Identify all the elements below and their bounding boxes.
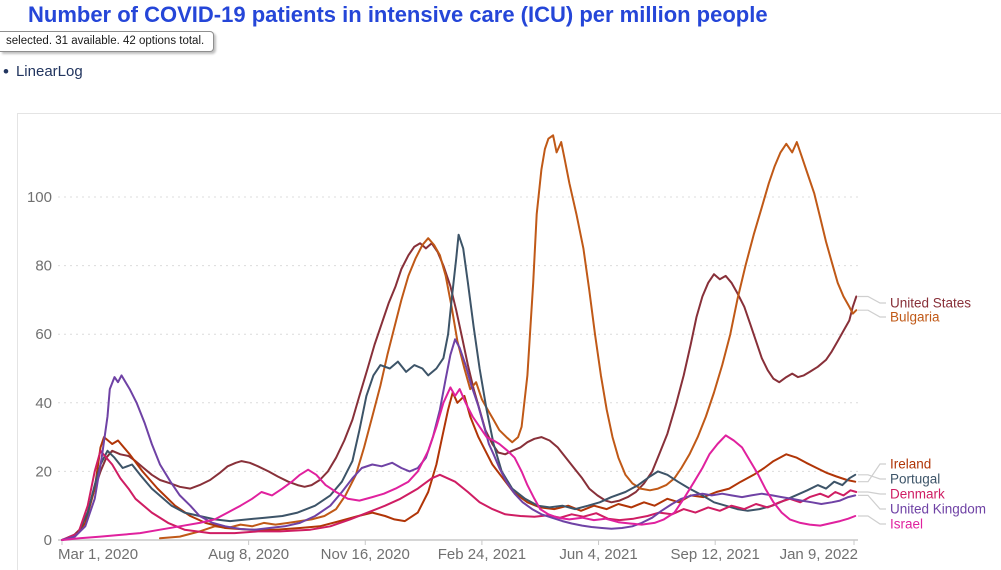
scale-log-link[interactable]: Log	[57, 63, 83, 80]
legend-label-denmark[interactable]: Denmark	[890, 487, 945, 502]
x-tick-label-5: Sep 12, 2021	[671, 546, 760, 563]
x-tick-label-4: Jun 4, 2021	[559, 546, 637, 563]
x-tick-label-6: Jan 9, 2022	[780, 546, 858, 563]
y-tick-label-100: 100	[27, 189, 52, 206]
legend-label-united-kingdom[interactable]: United Kingdom	[890, 502, 986, 517]
series-line-bulgaria[interactable]	[159, 134, 858, 540]
legend-label-ireland[interactable]: Ireland	[890, 457, 931, 472]
series-line-united-kingdom[interactable]	[61, 338, 857, 541]
legend-label-united-states[interactable]: United States	[890, 296, 971, 311]
axis-scale-selector: • Linear Log	[3, 63, 83, 80]
y-tick-label-40: 40	[35, 395, 52, 412]
y-tick-label-0: 0	[44, 532, 52, 549]
scale-linear-link[interactable]: Linear	[15, 63, 58, 80]
legend-connector-united-states	[858, 295, 886, 304]
options-count-tooltip: selected. 31 available. 42 options total…	[0, 31, 215, 52]
x-tick-label-2: Nov 16, 2020	[321, 546, 410, 563]
x-tick-label-1: Aug 8, 2020	[208, 546, 289, 563]
legend-connector-portugal	[858, 474, 886, 480]
y-tick-label-60: 60	[35, 326, 52, 343]
series-line-ireland[interactable]	[61, 391, 857, 541]
y-tick-label-20: 20	[35, 463, 52, 480]
legend-connector-denmark	[858, 491, 886, 495]
legend-label-bulgaria[interactable]: Bulgaria	[890, 310, 940, 325]
legend-connector-israel	[858, 515, 886, 525]
legend-label-israel[interactable]: Israel	[890, 517, 923, 532]
legend-connector-united-kingdom	[858, 494, 886, 510]
bullet-icon: •	[3, 62, 9, 81]
series-line-israel[interactable]	[61, 386, 857, 541]
y-tick-label-80: 80	[35, 258, 52, 275]
x-tick-label-3: Feb 24, 2021	[438, 546, 526, 563]
x-tick-label-0: Mar 1, 2020	[58, 546, 138, 563]
series-line-denmark[interactable]	[61, 449, 858, 541]
legend-label-portugal[interactable]: Portugal	[890, 472, 940, 487]
legend-connector-bulgaria	[858, 309, 886, 318]
page-title: Number of COVID-19 patients in intensive…	[28, 2, 768, 27]
legend-connector-ireland	[858, 463, 886, 483]
series-line-portugal[interactable]	[61, 233, 857, 541]
